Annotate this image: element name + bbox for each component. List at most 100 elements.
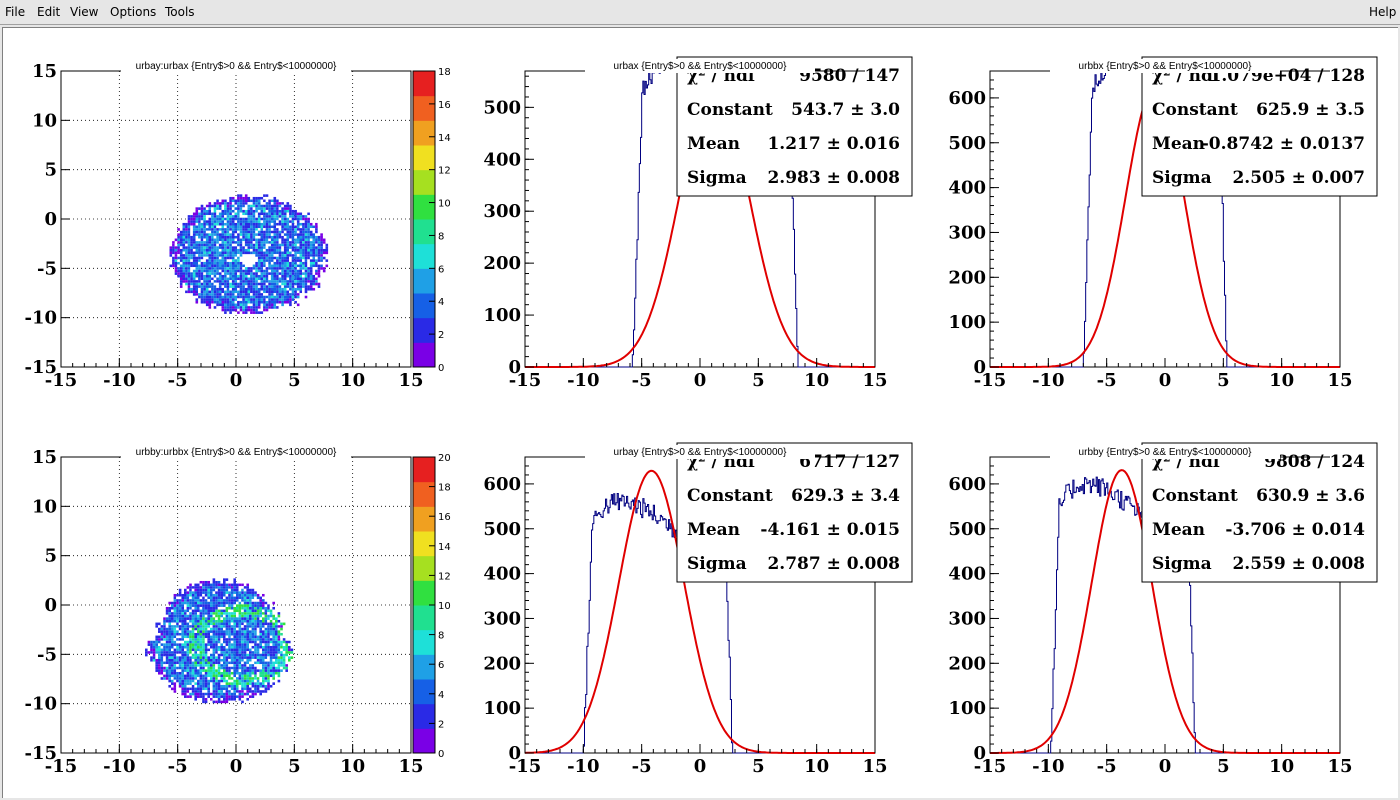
- y-tick-label: 500: [483, 519, 521, 540]
- stats-value: 1.217 ± 0.016: [767, 134, 900, 154]
- x-tick-label: 5: [1217, 370, 1230, 391]
- scatter-pad: -15 -10 -5 0 5 10 15 -15 -10 -5 0 5 10 15 0 2 4 6 8 10 12 14 1…: [24, 59, 451, 391]
- stats-label: Mean: [1152, 134, 1205, 154]
- x-tick-label: -10: [567, 756, 600, 777]
- z-tick-label: 6: [438, 264, 444, 275]
- z-tick-label: 2: [438, 719, 444, 730]
- x-tick-label: 5: [1217, 756, 1230, 777]
- menu-bar: File Edit View Options Tools Help: [0, 0, 1400, 25]
- y-tick-label: 200: [948, 267, 986, 288]
- y-tick-label: 5: [44, 160, 57, 181]
- y-tick-label: 0: [973, 743, 986, 764]
- stats-label: Sigma: [687, 168, 747, 188]
- x-tick-label: 10: [340, 370, 365, 391]
- y-tick-label: 500: [948, 519, 986, 540]
- x-tick-label: -15: [45, 756, 78, 777]
- x-tick-label: 10: [804, 370, 829, 391]
- x-tick-label: -15: [974, 370, 1007, 391]
- x-tick-label: -5: [632, 756, 652, 777]
- z-tick-label: 4: [438, 690, 444, 701]
- x-tick-label: 0: [694, 756, 707, 777]
- x-tick-label: 10: [1269, 370, 1294, 391]
- y-tick-label: 10: [32, 496, 57, 517]
- y-tick-label: 500: [483, 97, 521, 118]
- stats-value: 2.983 ± 0.008: [767, 168, 900, 188]
- x-tick-label: -5: [1097, 370, 1117, 391]
- y-tick-label: 15: [32, 61, 57, 82]
- menu-help[interactable]: Help: [1369, 5, 1397, 19]
- stats-value: 543.7 ± 3.0: [791, 100, 900, 120]
- x-tick-label: 15: [862, 370, 887, 391]
- x-tick-label: -5: [168, 370, 188, 391]
- z-tick-label: 2: [438, 330, 444, 341]
- z-tick-label: 8: [438, 631, 444, 642]
- x-tick-label: -10: [103, 756, 136, 777]
- z-tick-label: 4: [438, 297, 444, 308]
- root-canvas[interactable]: -15 -10 -5 0 5 10 15 -15 -10 -5 0 5 10 15 0 2 4 6 8 10 12 14 1…: [2, 27, 1398, 798]
- x-tick-label: -15: [974, 756, 1007, 777]
- z-tick-label: 0: [438, 749, 444, 760]
- y-tick-label: 600: [948, 88, 986, 109]
- z-tick-label: 12: [438, 571, 451, 582]
- x-tick-label: 5: [288, 756, 301, 777]
- y-tick-label: 600: [948, 474, 986, 495]
- stats-label: Constant: [687, 100, 773, 120]
- x-tick-label: 15: [398, 370, 423, 391]
- canvas-drawing: -15 -10 -5 0 5 10 15 -15 -10 -5 0 5 10 15 0 2 4 6 8 10 12 14 1…: [24, 56, 1378, 777]
- x-tick-label: 10: [804, 756, 829, 777]
- menu-file[interactable]: File: [5, 5, 26, 19]
- stats-value: -3.706 ± 0.014: [1225, 520, 1365, 540]
- z-tick-label: 14: [438, 542, 451, 553]
- y-tick-label: 300: [483, 201, 521, 222]
- stats-label: Mean: [687, 134, 740, 154]
- z-tick-label: 6: [438, 660, 444, 671]
- y-tick-label: 0: [44, 209, 57, 230]
- y-tick-label: 300: [948, 222, 986, 243]
- y-tick-label: 0: [508, 357, 521, 378]
- stats-value: 2.787 ± 0.008: [767, 554, 900, 574]
- stats-value: 629.3 ± 3.4: [791, 486, 900, 506]
- pad-title: urbay:urbax {Entry$>0 && Entry$<10000000…: [136, 61, 337, 72]
- stats-label: Constant: [1152, 100, 1238, 120]
- stats-label: Constant: [687, 486, 773, 506]
- pad-title: urbay {Entry$>0 && Entry$<10000000}: [614, 447, 788, 458]
- x-tick-label: 10: [1269, 756, 1294, 777]
- x-tick-label: -15: [509, 756, 542, 777]
- x-tick-label: -10: [1032, 370, 1065, 391]
- y-tick-label: -10: [24, 308, 57, 329]
- color-palette: 0 2 4 6 8 10 12 14 16 18: [412, 67, 451, 374]
- x-tick-label: 15: [862, 756, 887, 777]
- x-tick-label: -5: [168, 756, 188, 777]
- stats-value: 2.559 ± 0.008: [1232, 554, 1365, 574]
- y-tick-label: 10: [32, 110, 57, 131]
- y-tick-label: 0: [44, 595, 57, 616]
- y-tick-label: 5: [44, 546, 57, 567]
- menu-edit[interactable]: Edit: [37, 5, 61, 19]
- scatter-points: [169, 194, 329, 314]
- x-tick-label: 0: [694, 370, 707, 391]
- menu-tools[interactable]: Tools: [165, 5, 195, 19]
- y-tick-label: 400: [948, 178, 986, 199]
- menu-view[interactable]: View: [70, 5, 99, 19]
- y-tick-label: 100: [483, 305, 521, 326]
- z-tick-label: 10: [438, 601, 451, 612]
- stats-value: 625.9 ± 3.5: [1256, 100, 1365, 120]
- x-tick-label: -10: [103, 370, 136, 391]
- x-tick-label: 5: [752, 756, 765, 777]
- menu-options[interactable]: Options: [110, 5, 157, 19]
- y-tick-label: -15: [24, 357, 57, 378]
- x-tick-label: -10: [1032, 756, 1065, 777]
- y-tick-label: 400: [948, 564, 986, 585]
- x-tick-label: 15: [1327, 756, 1352, 777]
- z-tick-label: 14: [438, 133, 451, 144]
- stats-value: -0.8742 ± 0.0137: [1202, 134, 1365, 154]
- z-tick-label: 0: [438, 363, 444, 374]
- y-tick-label: -5: [37, 644, 57, 665]
- scatter-points: [145, 578, 294, 704]
- z-tick-label: 12: [438, 166, 451, 177]
- x-tick-label: 15: [398, 756, 423, 777]
- x-tick-label: -10: [567, 370, 600, 391]
